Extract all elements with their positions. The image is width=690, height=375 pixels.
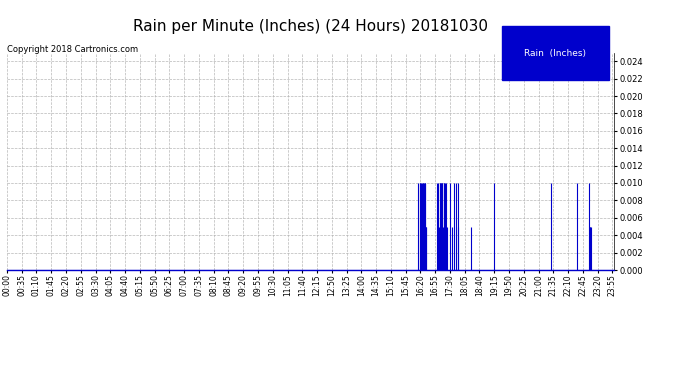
Text: Copyright 2018 Cartronics.com: Copyright 2018 Cartronics.com xyxy=(7,45,138,54)
Text: Rain  (Inches): Rain (Inches) xyxy=(524,49,586,58)
Text: Rain per Minute (Inches) (24 Hours) 20181030: Rain per Minute (Inches) (24 Hours) 2018… xyxy=(133,19,488,34)
